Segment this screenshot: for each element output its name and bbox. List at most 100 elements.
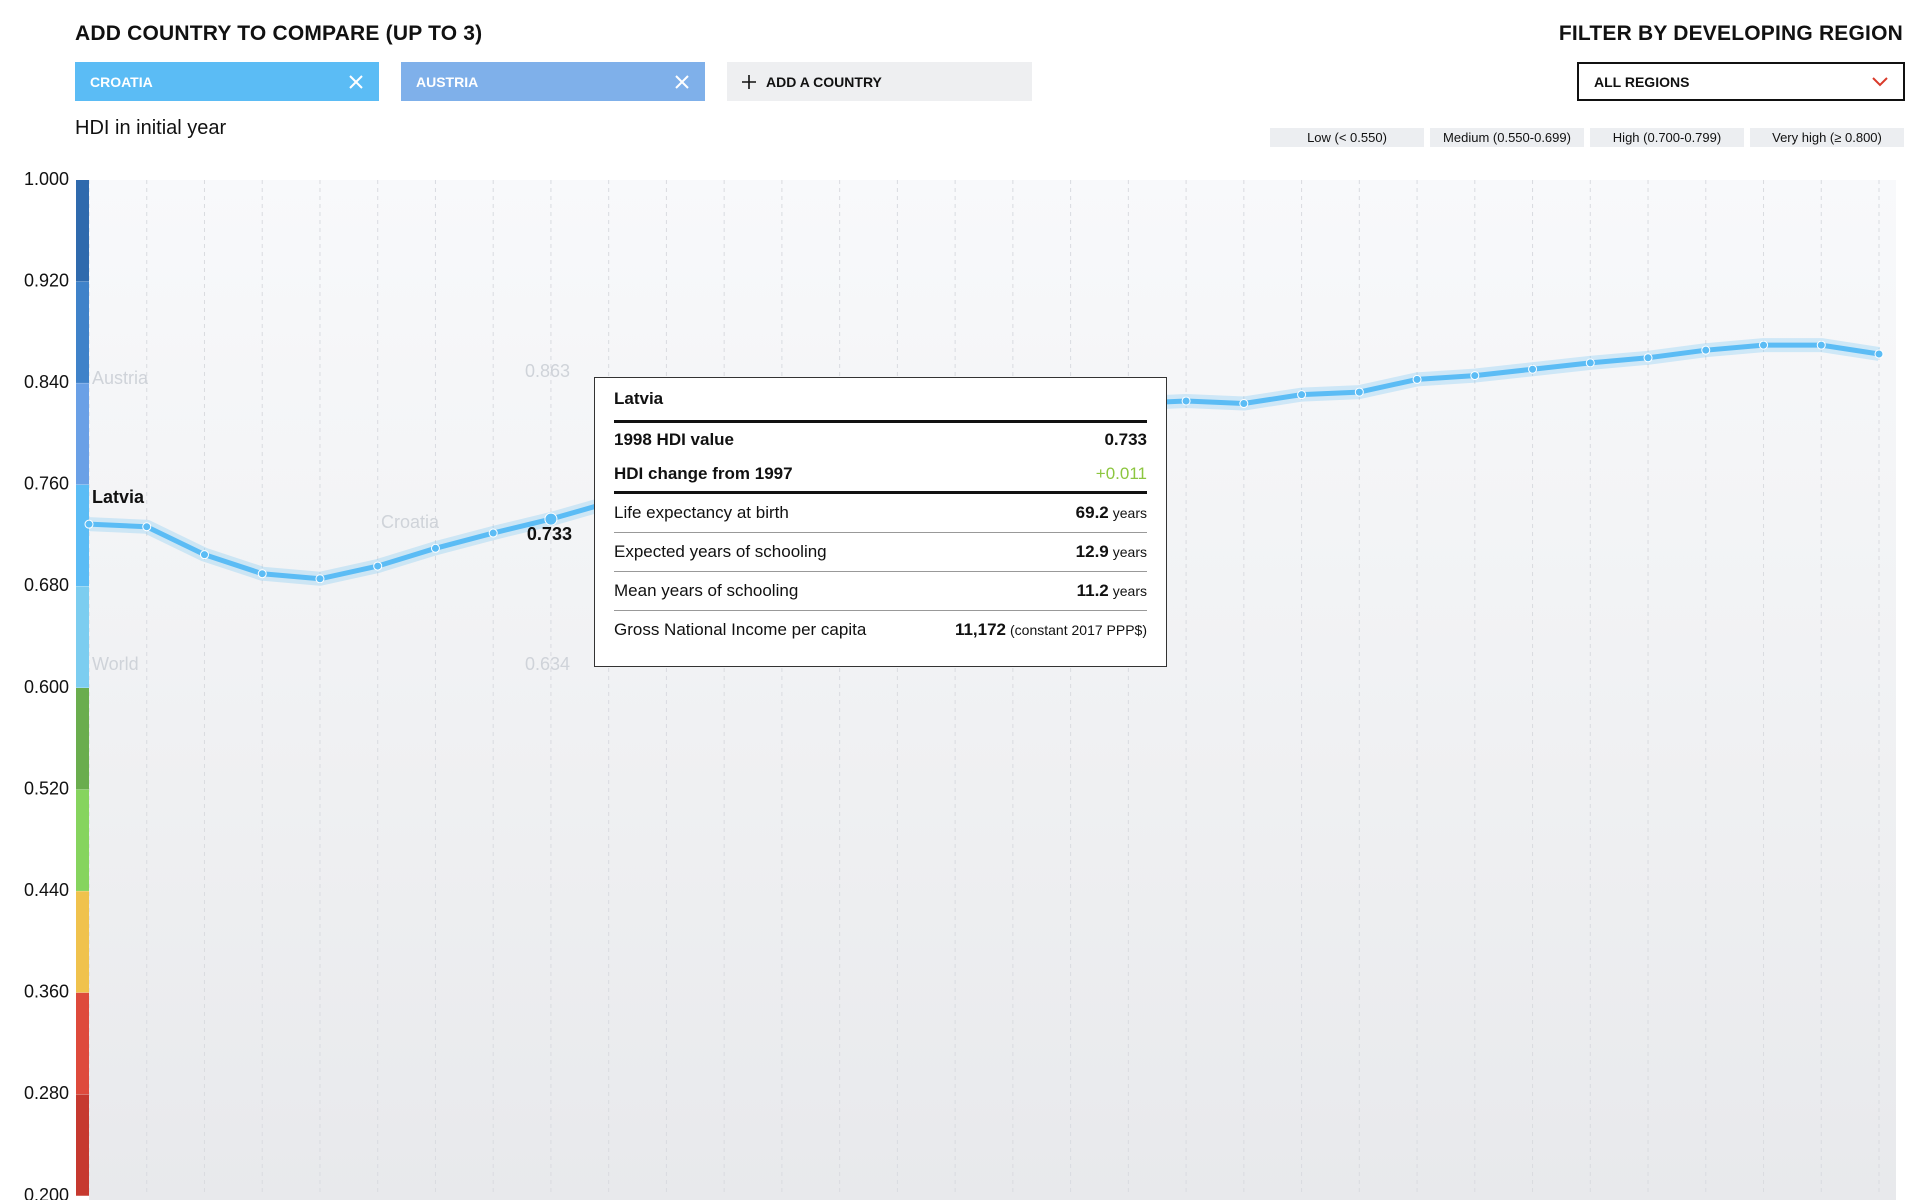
data-point — [1181, 396, 1191, 406]
plot-background — [89, 180, 1896, 1200]
tooltip-details: Life expectancy at birth 69.2 years Expecte… — [614, 494, 1147, 649]
data-point — [373, 561, 383, 571]
data-point — [142, 522, 152, 532]
level-band — [76, 1094, 89, 1196]
detail-unit: years — [1112, 544, 1147, 560]
detail-value-wrap: 11.2 years — [1077, 581, 1147, 601]
dropdown-value: ALL REGIONS — [1594, 73, 1690, 90]
data-point — [1528, 364, 1538, 374]
y-tick-label: 0.280 — [24, 1083, 69, 1103]
chip-label: AUSTRIA — [416, 73, 479, 90]
level-band — [76, 992, 89, 1095]
annotation: Croatia — [381, 512, 440, 532]
y-tick-label: 0.600 — [24, 677, 69, 697]
y-tick-label: 0.520 — [24, 778, 69, 798]
detail-unit: years — [1112, 505, 1147, 521]
data-point — [1816, 340, 1826, 350]
data-point — [1701, 345, 1711, 355]
row-label: 1998 HDI value — [614, 430, 735, 449]
series-label: Latvia — [92, 487, 145, 507]
tooltip-detail-row: Gross National Income per capita 11,172 (c… — [614, 611, 1147, 649]
annotation: 0.863 — [525, 361, 570, 381]
detail-label: Mean years of schooling — [614, 581, 799, 600]
annotation: Austria — [92, 368, 149, 388]
data-point — [1354, 387, 1364, 397]
data-point — [315, 574, 325, 584]
data-point — [84, 519, 94, 529]
tooltip-detail-row: Life expectancy at birth 69.2 years — [614, 494, 1147, 533]
y-tick-label: 0.440 — [24, 880, 69, 900]
row-value: 0.733 — [1104, 430, 1147, 449]
level-band — [76, 383, 89, 485]
tooltip-detail-row: Expected years of schooling 12.9 years — [614, 533, 1147, 572]
compare-title: ADD COUNTRY TO COMPARE (UP TO 3) — [75, 22, 483, 45]
tooltip: Latvia 1998 HDI value 0.733 HDI change fr… — [594, 377, 1167, 667]
level-band — [76, 484, 89, 587]
legend-chip: Low (< 0.550) — [1270, 128, 1424, 147]
tooltip-detail-row: Mean years of schooling 11.2 years — [614, 572, 1147, 611]
data-point — [1585, 358, 1595, 368]
data-point — [199, 550, 209, 560]
level-band — [76, 180, 89, 282]
detail-value-wrap: 11,172 (constant 2017 PPP$) — [955, 620, 1147, 640]
remove-icon[interactable] — [348, 74, 364, 90]
country-chip[interactable]: CROATIA — [75, 62, 379, 101]
level-band — [76, 281, 89, 384]
data-point — [1470, 371, 1480, 381]
data-point — [1297, 390, 1307, 400]
level-band — [76, 891, 89, 993]
subtitle: HDI in initial year — [75, 117, 227, 139]
level-band — [76, 586, 89, 688]
tooltip-title: Latvia — [614, 378, 1147, 423]
data-point — [1412, 374, 1422, 384]
y-tick-label: 0.200 — [24, 1185, 69, 1200]
value-label: 0.733 — [527, 524, 572, 544]
detail-value-wrap: 69.2 years — [1076, 503, 1147, 523]
remove-icon[interactable] — [674, 74, 690, 90]
data-point — [1643, 353, 1653, 363]
detail-value: 12.9 — [1075, 542, 1109, 561]
level-band — [76, 688, 89, 790]
detail-value: 11,172 — [954, 620, 1007, 639]
legend-chip: High (0.700-0.799) — [1590, 128, 1744, 147]
chevron-icon — [1872, 76, 1888, 86]
data-point — [1239, 399, 1249, 409]
detail-value-wrap: 12.9 years — [1076, 542, 1147, 562]
level-band — [76, 789, 89, 892]
plus-icon — [742, 74, 756, 89]
chip-label: CROATIA — [90, 73, 153, 90]
y-tick-label: 0.760 — [24, 474, 69, 494]
y-tick-label: 1.000 — [24, 169, 69, 189]
detail-label: Life expectancy at birth — [614, 503, 789, 522]
data-point — [1759, 340, 1769, 350]
y-tick-label: 0.920 — [24, 270, 69, 290]
legend-chip: Very high (≥ 0.800) — [1750, 128, 1904, 147]
y-tick-label: 0.840 — [24, 372, 69, 392]
annotation: 0.634 — [525, 654, 570, 674]
detail-unit: (constant 2017 PPP$) — [1010, 622, 1147, 638]
data-point — [488, 528, 498, 538]
detail-value: 11.2 — [1076, 581, 1109, 600]
y-tick-label: 0.680 — [24, 575, 69, 595]
detail-unit: years — [1112, 583, 1147, 599]
data-point — [257, 569, 267, 579]
detail-label: Expected years of schooling — [614, 542, 827, 561]
annotation: World — [92, 654, 139, 674]
data-point — [430, 543, 440, 553]
tooltip-row: HDI change from 1997 +0.011 — [614, 457, 1147, 494]
legend-chip: Medium (0.550-0.699) — [1430, 128, 1584, 147]
tooltip-row: 1998 HDI value 0.733 — [614, 423, 1147, 457]
data-point — [1874, 349, 1884, 359]
row-value: +0.011 — [1095, 464, 1147, 483]
add-country-button[interactable]: ADD A COUNTRY — [727, 62, 1032, 101]
country-chip[interactable]: AUSTRIA — [401, 62, 705, 101]
filter-title: FILTER BY DEVELOPING REGION — [1558, 22, 1903, 45]
data-point — [544, 512, 558, 526]
region-dropdown[interactable]: ALL REGIONS — [1577, 62, 1905, 101]
detail-label: Gross National Income per capita — [614, 620, 867, 639]
add-country-label: ADD A COUNTRY — [766, 73, 882, 90]
row-label: HDI change from 1997 — [614, 464, 793, 483]
detail-value: 69.2 — [1075, 503, 1109, 522]
